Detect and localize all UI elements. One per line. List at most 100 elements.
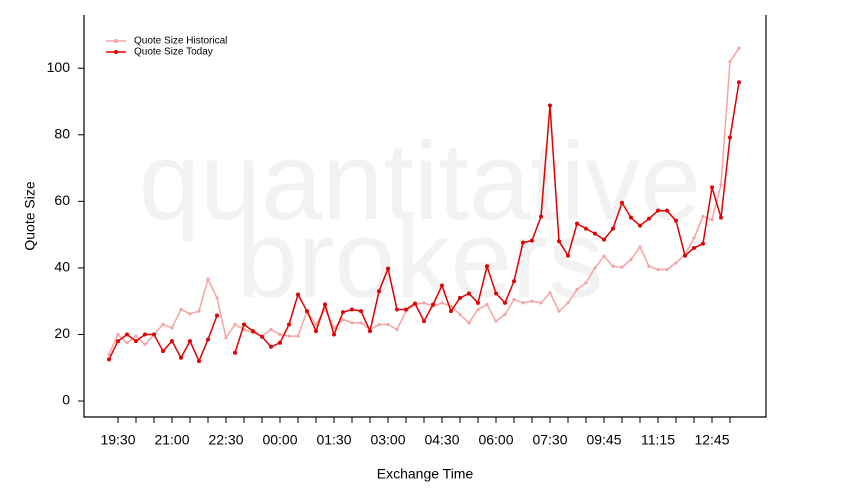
data-point — [341, 317, 345, 322]
data-point — [674, 261, 678, 265]
x-tick-label: 00:00 — [262, 432, 297, 448]
data-point — [359, 321, 363, 325]
data-point — [215, 296, 219, 300]
data-point — [665, 208, 669, 213]
y-tick-label: 80 — [54, 126, 70, 142]
x-tick-label: 01:30 — [316, 432, 351, 448]
data-point — [647, 264, 651, 268]
data-point — [143, 342, 147, 347]
data-point — [566, 253, 570, 258]
data-point — [467, 291, 471, 296]
data-point — [377, 322, 381, 327]
data-point — [125, 332, 129, 337]
x-tick-label: 21:00 — [154, 432, 189, 448]
data-point — [296, 334, 300, 338]
data-point — [251, 329, 255, 334]
data-point — [728, 135, 732, 140]
watermark: brokers — [237, 198, 604, 321]
legend-point — [114, 39, 118, 43]
y-tick-label: 0 — [62, 392, 70, 408]
data-point — [440, 301, 444, 305]
data-point — [107, 357, 111, 362]
data-point — [341, 310, 345, 315]
data-point — [593, 231, 597, 236]
data-point — [674, 218, 678, 223]
data-point — [737, 80, 741, 85]
data-point — [395, 307, 399, 312]
y-tick-label: 20 — [54, 325, 70, 341]
data-point — [719, 183, 723, 187]
data-point — [125, 341, 129, 345]
data-point — [710, 185, 714, 190]
data-point — [701, 241, 705, 246]
data-point — [467, 321, 471, 325]
y-tick-label: 100 — [47, 59, 71, 75]
data-point — [404, 307, 408, 312]
data-point — [134, 334, 138, 338]
data-point — [368, 329, 372, 334]
data-point — [440, 283, 444, 288]
data-point — [656, 208, 660, 213]
data-point — [485, 302, 489, 307]
data-point — [584, 226, 588, 231]
plot-frame — [83, 15, 767, 418]
watermark: quantitative — [139, 120, 702, 243]
data-point — [359, 309, 363, 314]
data-point — [701, 214, 705, 218]
data-point — [134, 339, 138, 344]
legend-point — [114, 50, 118, 54]
data-point — [494, 319, 498, 323]
data-point — [233, 350, 237, 355]
data-point — [737, 46, 741, 50]
data-point — [323, 302, 327, 307]
data-point — [620, 200, 624, 205]
data-point — [611, 226, 615, 231]
data-point — [224, 336, 228, 340]
data-point — [287, 322, 291, 327]
data-point — [575, 287, 579, 292]
data-point — [170, 326, 174, 330]
data-point — [278, 332, 282, 337]
data-point — [332, 326, 336, 330]
data-point — [188, 312, 192, 316]
data-point — [602, 254, 606, 258]
legend-text: Quote Size Historical — [134, 36, 227, 47]
data-point — [503, 312, 507, 317]
data-point — [395, 327, 399, 332]
data-point — [638, 245, 642, 249]
data-point — [314, 329, 318, 334]
data-point — [206, 277, 210, 281]
data-point — [179, 307, 183, 312]
data-point — [233, 322, 237, 327]
data-point — [197, 309, 201, 313]
data-point — [188, 339, 192, 344]
data-point — [161, 322, 165, 327]
data-point — [530, 299, 534, 303]
data-point — [584, 281, 588, 285]
data-point — [350, 321, 354, 325]
x-tick-label: 12:45 — [694, 432, 729, 448]
x-tick-label: 09:45 — [586, 432, 621, 448]
x-tick-label: 06:00 — [478, 432, 513, 448]
data-point — [422, 319, 426, 324]
data-point — [431, 302, 435, 307]
x-tick-label: 07:30 — [532, 432, 567, 448]
x-tick-label: 03:00 — [370, 432, 405, 448]
data-point — [503, 300, 507, 305]
data-point — [170, 339, 174, 344]
data-point — [692, 245, 696, 250]
data-point — [512, 279, 516, 284]
data-point — [494, 291, 498, 296]
legend-text: Quote Size Today — [134, 47, 213, 58]
data-point — [656, 267, 660, 272]
x-tick-label: 11:15 — [641, 432, 675, 448]
x-tick-label: 04:30 — [424, 432, 459, 448]
data-point — [305, 309, 309, 314]
data-point — [710, 218, 714, 222]
data-point — [152, 332, 156, 337]
data-point — [611, 264, 615, 268]
data-point — [638, 223, 642, 228]
data-point — [413, 301, 417, 306]
data-point — [557, 239, 561, 244]
